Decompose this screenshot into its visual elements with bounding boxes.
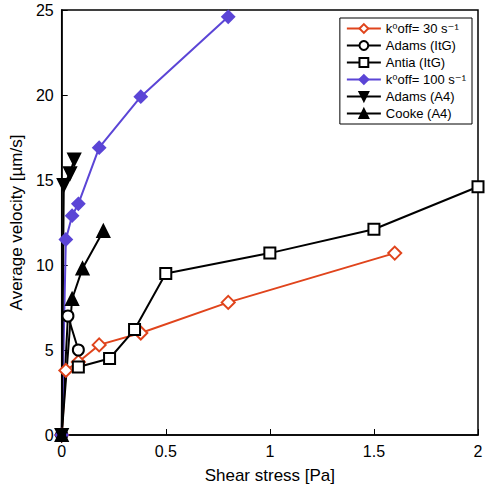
svg-text:Average velocity [µm/s]: Average velocity [µm/s] xyxy=(7,135,26,311)
svg-text:10: 10 xyxy=(36,257,54,274)
svg-text:Cooke (A4): Cooke (A4) xyxy=(386,106,452,121)
svg-text:15: 15 xyxy=(36,172,54,189)
svg-text:0: 0 xyxy=(57,443,66,460)
svg-text:0.5: 0.5 xyxy=(155,443,177,460)
svg-text:25: 25 xyxy=(36,2,54,19)
svg-text:k⁰off= 30 s⁻¹: k⁰off= 30 s⁻¹ xyxy=(386,21,460,36)
svg-text:0: 0 xyxy=(45,427,54,444)
svg-text:Antia (ItG): Antia (ItG) xyxy=(386,55,445,70)
svg-text:Adams (A4): Adams (A4) xyxy=(386,89,455,104)
svg-text:1.5: 1.5 xyxy=(363,443,385,460)
svg-text:1: 1 xyxy=(265,443,274,460)
svg-text:2: 2 xyxy=(474,443,483,460)
svg-text:Shear stress [Pa]: Shear stress [Pa] xyxy=(205,466,335,485)
svg-text:20: 20 xyxy=(36,87,54,104)
svg-text:5: 5 xyxy=(45,342,54,359)
svg-text:k⁰off= 100 s⁻¹: k⁰off= 100 s⁻¹ xyxy=(386,72,467,87)
svg-text:Adams (ItG): Adams (ItG) xyxy=(386,38,456,53)
